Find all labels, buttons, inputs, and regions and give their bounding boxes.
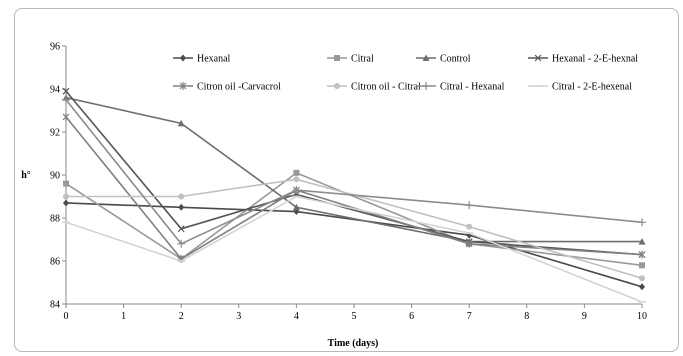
data-point [639, 262, 645, 269]
data-point [292, 186, 301, 195]
series-line [65, 202, 643, 288]
data-point [639, 275, 645, 282]
x-tick-label: 5 [352, 311, 357, 322]
series-5 [62, 112, 646, 263]
series-8 [62, 195, 646, 303]
legend-label: Hexanal - 2-E-hexnal [552, 54, 638, 65]
legend-label: Citral - Hexanal [440, 82, 505, 93]
x-tick-label: 10 [637, 311, 647, 322]
x-tick-label: 0 [64, 311, 69, 322]
series-line [65, 116, 643, 260]
legend-item: Citron oil -Carvacrol [173, 82, 281, 93]
legend-item: Hexanal - 2-E-hexnal [528, 54, 638, 65]
data-point [62, 112, 70, 121]
axes: 84 86 88 90 92 94 96 0 1 2 3 4 5 6 7 8 9 10 [50, 42, 647, 323]
legend: Hexanal Citral Control Hexanal - 2-E-hexnal… [173, 54, 638, 93]
data-point [639, 283, 645, 291]
x-tick-label: 1 [121, 311, 126, 322]
data-point [177, 239, 186, 248]
x-axis-label: Time (days) [328, 338, 379, 349]
y-tick-label: 84 [50, 300, 60, 311]
data-point [177, 119, 185, 127]
series-1 [63, 199, 645, 291]
x-tick-label: 2 [179, 311, 184, 322]
y-tick-label: 92 [50, 128, 60, 139]
legend-item: Citral - 2-E-hexenal [528, 82, 632, 93]
data-point [638, 250, 646, 259]
x-tick-label: 4 [294, 311, 299, 322]
legend-item: Hexanal [173, 54, 231, 65]
legend-item: Citron oil - Citral [327, 82, 421, 93]
series-line [65, 90, 643, 256]
data-point [62, 95, 70, 104]
data-point [466, 223, 473, 230]
data-point [177, 225, 185, 233]
x-tick-label: 6 [409, 311, 414, 322]
legend-label: Citral - 2-E-hexenal [552, 82, 632, 93]
y-tick-label: 88 [50, 214, 60, 225]
legend-label: Citron oil - Citral [351, 82, 421, 93]
data-point [465, 201, 474, 210]
legend-marker [422, 54, 430, 61]
legend-label: Control [440, 54, 471, 65]
x-tick-label: 9 [582, 311, 587, 322]
legend-marker [180, 54, 186, 62]
y-tick-label: 86 [50, 257, 60, 268]
data-point [293, 169, 300, 176]
data-point [63, 180, 69, 187]
legend-marker [334, 83, 340, 89]
y-tick-label: 90 [50, 171, 60, 182]
data-point [292, 203, 300, 211]
data-point [638, 218, 646, 227]
series-3 [62, 94, 646, 245]
y-axis-label: h° [21, 170, 31, 181]
legend-marker [422, 82, 430, 90]
series-7 [62, 95, 646, 248]
legend-item: Citral [327, 54, 374, 65]
data-point [178, 193, 185, 200]
legend-label: Citron oil -Carvacrol [197, 82, 281, 93]
data-point [178, 203, 185, 211]
legend-label: Citral [351, 54, 374, 65]
x-tick-label: 3 [236, 311, 241, 322]
data-point [465, 239, 473, 248]
legend-marker [534, 54, 542, 62]
y-tick-label: 94 [50, 85, 60, 96]
legend-label: Hexanal [197, 54, 231, 65]
y-tick-label: 96 [50, 42, 60, 53]
data-point [638, 238, 646, 245]
legend-marker [334, 55, 340, 61]
legend-item: Citral - Hexanal [416, 82, 505, 93]
series-4 [62, 87, 646, 258]
data-point [63, 193, 69, 200]
x-tick-label: 8 [524, 311, 529, 322]
data-point [63, 199, 69, 207]
x-tick-label: 7 [467, 311, 472, 322]
data-point [62, 87, 70, 95]
chart-frame [14, 8, 679, 352]
legend-marker [179, 82, 187, 90]
legend-item: Control [416, 54, 471, 65]
series-layer [62, 87, 646, 303]
data-point [293, 176, 300, 183]
